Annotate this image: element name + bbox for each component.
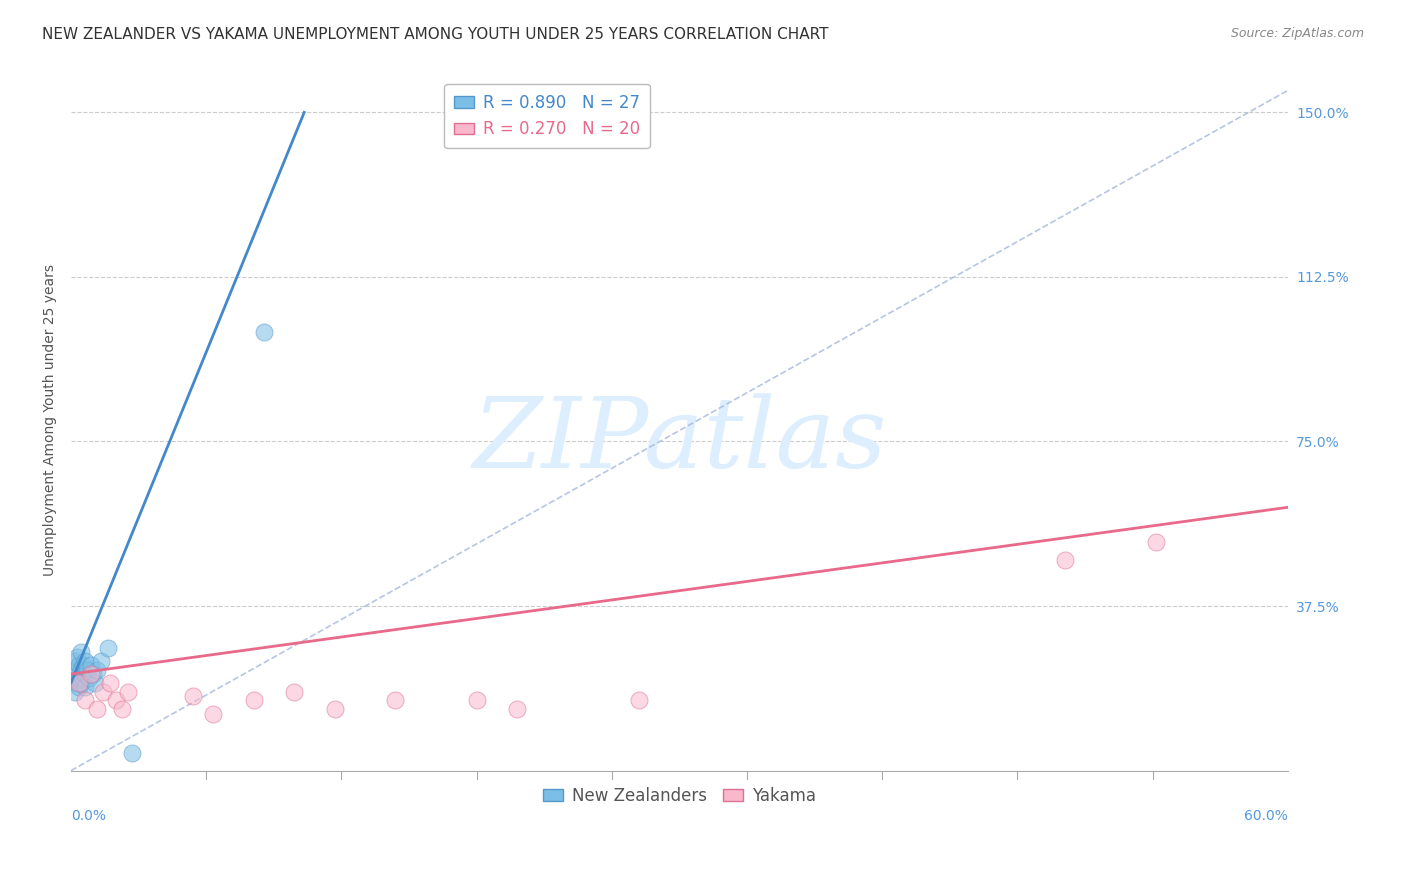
Point bbox=[86, 663, 108, 677]
Point bbox=[323, 702, 346, 716]
Point bbox=[84, 676, 107, 690]
Text: ZIPatlas: ZIPatlas bbox=[472, 393, 887, 488]
Point bbox=[80, 658, 103, 673]
Point bbox=[283, 684, 305, 698]
Point bbox=[96, 640, 118, 655]
Text: 0.0%: 0.0% bbox=[72, 809, 105, 823]
Point bbox=[70, 676, 93, 690]
Point bbox=[66, 663, 89, 677]
Point bbox=[93, 684, 115, 698]
Point bbox=[384, 693, 406, 707]
Point bbox=[98, 676, 121, 690]
Point bbox=[80, 667, 103, 681]
Point bbox=[67, 672, 90, 686]
Legend: New Zealanders, Yakama: New Zealanders, Yakama bbox=[537, 780, 823, 812]
Point bbox=[86, 702, 108, 716]
Point bbox=[77, 672, 100, 686]
Point bbox=[1053, 553, 1076, 567]
Point bbox=[75, 693, 97, 707]
Point bbox=[63, 684, 86, 698]
Point bbox=[82, 667, 104, 681]
Point bbox=[72, 672, 94, 686]
Point bbox=[627, 693, 650, 707]
Point bbox=[67, 676, 90, 690]
Point bbox=[117, 684, 139, 698]
Point bbox=[75, 667, 97, 681]
Point bbox=[1144, 535, 1167, 549]
Point bbox=[63, 654, 86, 668]
Text: NEW ZEALANDER VS YAKAMA UNEMPLOYMENT AMONG YOUTH UNDER 25 YEARS CORRELATION CHAR: NEW ZEALANDER VS YAKAMA UNEMPLOYMENT AMO… bbox=[42, 27, 828, 42]
Point bbox=[75, 680, 97, 694]
Point bbox=[67, 658, 90, 673]
Point bbox=[506, 702, 529, 716]
Point bbox=[67, 680, 90, 694]
Point bbox=[70, 663, 93, 677]
Text: 60.0%: 60.0% bbox=[1244, 809, 1288, 823]
Point bbox=[66, 676, 89, 690]
Point bbox=[104, 693, 127, 707]
Point bbox=[75, 654, 97, 668]
Point bbox=[66, 649, 89, 664]
Y-axis label: Unemployment Among Youth under 25 years: Unemployment Among Youth under 25 years bbox=[44, 263, 58, 575]
Point bbox=[242, 693, 264, 707]
Point bbox=[253, 325, 276, 339]
Point bbox=[465, 693, 488, 707]
Point bbox=[72, 658, 94, 673]
Point bbox=[121, 746, 143, 760]
Text: Source: ZipAtlas.com: Source: ZipAtlas.com bbox=[1230, 27, 1364, 40]
Point bbox=[181, 689, 204, 703]
Point bbox=[111, 702, 134, 716]
Point bbox=[76, 663, 98, 677]
Point bbox=[70, 645, 93, 659]
Point bbox=[62, 667, 84, 681]
Point bbox=[90, 654, 112, 668]
Point bbox=[201, 706, 224, 721]
